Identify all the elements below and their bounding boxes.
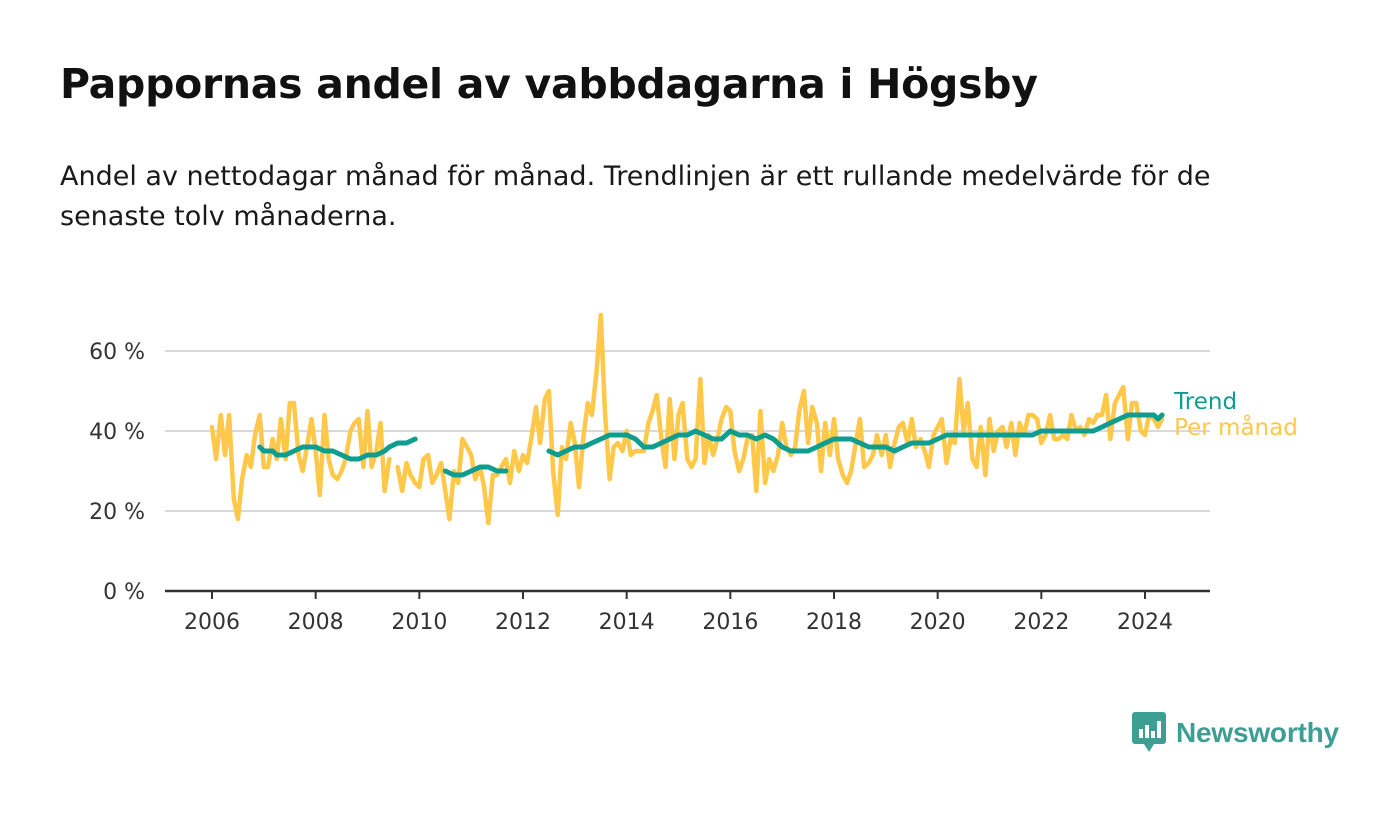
y-tick-label: 40 % bbox=[89, 420, 145, 445]
monthly-line bbox=[395, 312, 1165, 526]
x-tick-label: 2010 bbox=[391, 610, 447, 635]
monthly-line bbox=[209, 400, 392, 522]
x-tick-label: 2020 bbox=[910, 610, 966, 635]
newsworthy-logo-icon bbox=[1132, 712, 1166, 752]
series-lines bbox=[209, 312, 1165, 526]
x-tick-label: 2012 bbox=[495, 610, 551, 635]
x-tick-label: 2014 bbox=[599, 610, 655, 635]
x-tick-label: 2022 bbox=[1013, 610, 1069, 635]
y-tick-label: 0 % bbox=[103, 580, 145, 605]
trend-line bbox=[257, 436, 418, 462]
x-tick-label: 2016 bbox=[702, 610, 758, 635]
trend-label: Trend bbox=[1173, 389, 1237, 415]
x-axis: 0 % 20 % 40 % 60 % 2006 2008 2010 2012 2014 2016 2… bbox=[89, 340, 1210, 635]
line-chart: 0 % 20 % 40 % 60 % 2006 2008 2010 2012 2014 2016 2… bbox=[89, 312, 1298, 635]
newsworthy-logo-text: Newsworthy bbox=[1176, 717, 1339, 748]
x-tick-label: 2024 bbox=[1117, 610, 1173, 635]
newsworthy-logo: Newsworthy bbox=[1132, 712, 1339, 754]
x-tick-label: 2008 bbox=[288, 610, 344, 635]
y-tick-label: 20 % bbox=[89, 500, 145, 525]
trend-line bbox=[546, 412, 1165, 458]
chart-title: Pappornas andel av vabbdagarna i Högsby bbox=[60, 60, 1038, 108]
x-tick-label: 2006 bbox=[184, 610, 240, 635]
chart-subtitle: Andel av nettodagar månad för månad. Tre… bbox=[60, 161, 1211, 232]
monthly-label: Per månad bbox=[1174, 413, 1298, 441]
y-tick-label: 60 % bbox=[89, 340, 145, 365]
x-tick-label: 2018 bbox=[806, 610, 862, 635]
trend-line bbox=[442, 464, 509, 478]
